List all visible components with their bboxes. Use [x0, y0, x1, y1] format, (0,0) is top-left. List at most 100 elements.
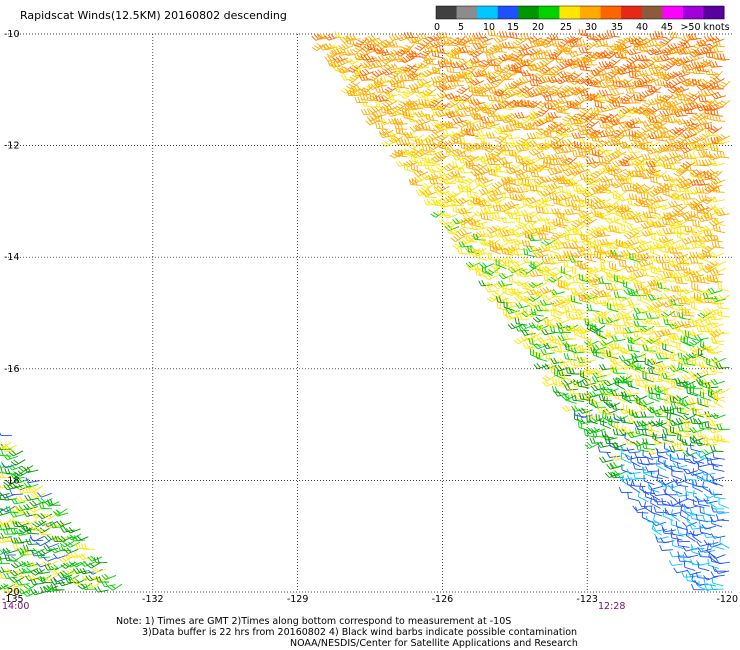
- scale-tick-label: 25: [560, 22, 572, 33]
- wind-barb: [673, 169, 688, 177]
- wind-barb: [324, 54, 339, 62]
- wind-barb: [658, 154, 674, 163]
- wind-barb: [340, 74, 355, 81]
- wind-barb: [478, 187, 494, 196]
- wind-barb: [598, 74, 613, 81]
- wind-barb: [494, 89, 509, 97]
- wind-barb: [445, 147, 458, 158]
- wind-barb: [666, 483, 682, 489]
- wind-barb: [492, 114, 507, 122]
- wind-barb: [396, 80, 410, 90]
- scale-swatch: [621, 6, 643, 19]
- wind-barb: [575, 187, 590, 195]
- wind-barb: [473, 132, 488, 139]
- wind-barb: [498, 272, 514, 280]
- wind-barb: [35, 568, 51, 575]
- wind-barb: [459, 137, 473, 145]
- wind-barb: [504, 200, 520, 209]
- wind-barb: [493, 45, 508, 53]
- wind-barb: [696, 174, 711, 182]
- wind-barb: [466, 199, 480, 206]
- wind-barb: [640, 172, 655, 180]
- wind-barb: [491, 103, 507, 111]
- wind-barb: [684, 476, 697, 486]
- wind-barb: [547, 182, 563, 190]
- wind-barb: [645, 466, 660, 473]
- note-line-2: 3)Data buffer is 22 hrs from 20160802 4)…: [142, 627, 578, 638]
- wind-barb: [428, 178, 443, 185]
- wind-barb: [506, 124, 521, 131]
- wind-barb: [429, 94, 445, 103]
- wind-barb: [416, 71, 432, 78]
- wind-barb: [360, 47, 376, 56]
- wind-barb: [403, 159, 418, 168]
- wind-barb: [653, 79, 667, 87]
- wind-barb: [101, 573, 117, 580]
- wind-barb: [410, 36, 424, 45]
- wind-barb: [473, 84, 488, 93]
- wind-barb: [536, 108, 550, 117]
- wind-barb: [445, 65, 460, 74]
- wind-barb: [93, 557, 108, 564]
- wind-barb: [701, 524, 717, 530]
- wind-barb: [501, 86, 517, 94]
- wind-barb: [650, 506, 663, 517]
- wind-barb: [686, 317, 702, 324]
- wind-barb: [91, 566, 107, 574]
- wind-barb: [668, 31, 682, 39]
- wind-barb: [492, 77, 507, 86]
- wind-barb: [716, 423, 730, 430]
- wind-barb: [669, 258, 681, 269]
- scale-swatch: [580, 6, 602, 19]
- wind-barb: [513, 99, 528, 108]
- wind-barb: [375, 95, 389, 102]
- wind-barb: [450, 47, 466, 56]
- wind-barb: [438, 170, 454, 177]
- wind-barb: [431, 49, 444, 59]
- wind-barb: [535, 152, 551, 160]
- wind-barb: [703, 498, 718, 504]
- wind-barb: [425, 57, 439, 66]
- wind-barb: [598, 81, 614, 89]
- wind-barb: [393, 109, 408, 116]
- wind-barb: [477, 200, 492, 207]
- wind-barb: [710, 108, 723, 117]
- wind-barb: [361, 99, 375, 108]
- wind-barb: [545, 114, 558, 124]
- wind-barb: [408, 108, 423, 116]
- wind-barb: [659, 109, 674, 117]
- wind-barb: [628, 170, 642, 178]
- wind-barb: [585, 176, 598, 186]
- note-line-3: NOAA/NESDIS/Center for Satellite Applica…: [290, 638, 578, 649]
- wind-barb: [477, 104, 493, 112]
- wind-barb: [543, 130, 557, 139]
- scale-border: [435, 5, 725, 20]
- wind-barb: [613, 291, 627, 299]
- wind-barb: [434, 151, 450, 159]
- wind-barb: [620, 169, 636, 178]
- wind-barb: [673, 567, 688, 574]
- wind-barb: [505, 132, 521, 140]
- wind-barb: [455, 197, 471, 205]
- wind-barb: [470, 98, 485, 106]
- wind-barb: [409, 73, 423, 81]
- wind-barb: [668, 143, 682, 152]
- wind-barb: [690, 543, 705, 550]
- wind-barb: [501, 41, 516, 49]
- wind-barb: [470, 60, 485, 68]
- wind-barb: [632, 480, 646, 488]
- wind-barb: [596, 105, 611, 113]
- wind-barb: [704, 129, 719, 136]
- wind-barb: [553, 147, 569, 155]
- wind-barb: [380, 76, 394, 83]
- wind-barb: [555, 318, 570, 325]
- wind-barb: [680, 414, 696, 421]
- wind-barb: [572, 202, 585, 213]
- wind-barb: [551, 39, 565, 48]
- wind-barb: [395, 127, 408, 136]
- wind-barb: [717, 282, 730, 292]
- wind-barb: [578, 148, 591, 158]
- wind-barb: [583, 141, 597, 150]
- wind-barb: [372, 60, 387, 68]
- wind-barb: [514, 91, 530, 98]
